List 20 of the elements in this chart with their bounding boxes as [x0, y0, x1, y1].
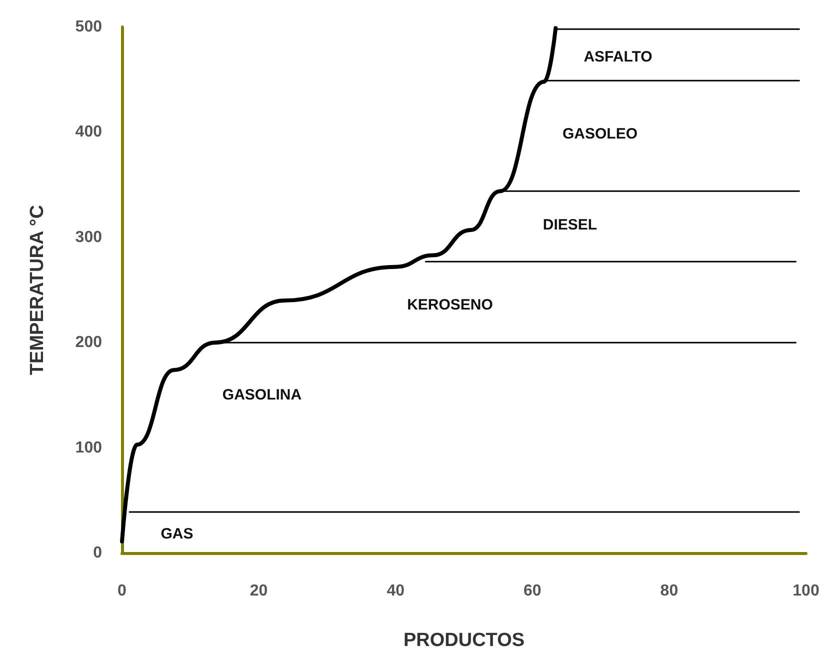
annotation: ASFALTO [584, 48, 653, 66]
annotation: GAS [160, 526, 194, 542]
annotation: DIESEL [542, 216, 598, 234]
y-tick-label: 400 [75, 124, 102, 141]
y-axis-title: TEMPERATURA °C [27, 204, 48, 376]
y-tick-label: 100 [75, 439, 102, 456]
y-tick-label: 200 [75, 334, 102, 352]
annotation: GASOLEO [562, 126, 638, 142]
x-axis-title: PRODUCTOS [403, 630, 525, 651]
x-tick-label: 60 [524, 582, 542, 600]
x-tick-label: 80 [660, 582, 678, 600]
x-tick-label: 20 [250, 582, 268, 600]
annotation: KEROSENO [407, 296, 494, 314]
y-tick-label: 0 [93, 544, 102, 562]
annotation: GASOLINA [222, 386, 302, 404]
x-tick-label: 40 [386, 582, 405, 600]
y-tick-label: 300 [75, 228, 102, 246]
y-tick-label: 500 [75, 18, 102, 36]
x-tick-label: 100 [792, 582, 820, 600]
x-tick-label: 0 [118, 582, 127, 600]
